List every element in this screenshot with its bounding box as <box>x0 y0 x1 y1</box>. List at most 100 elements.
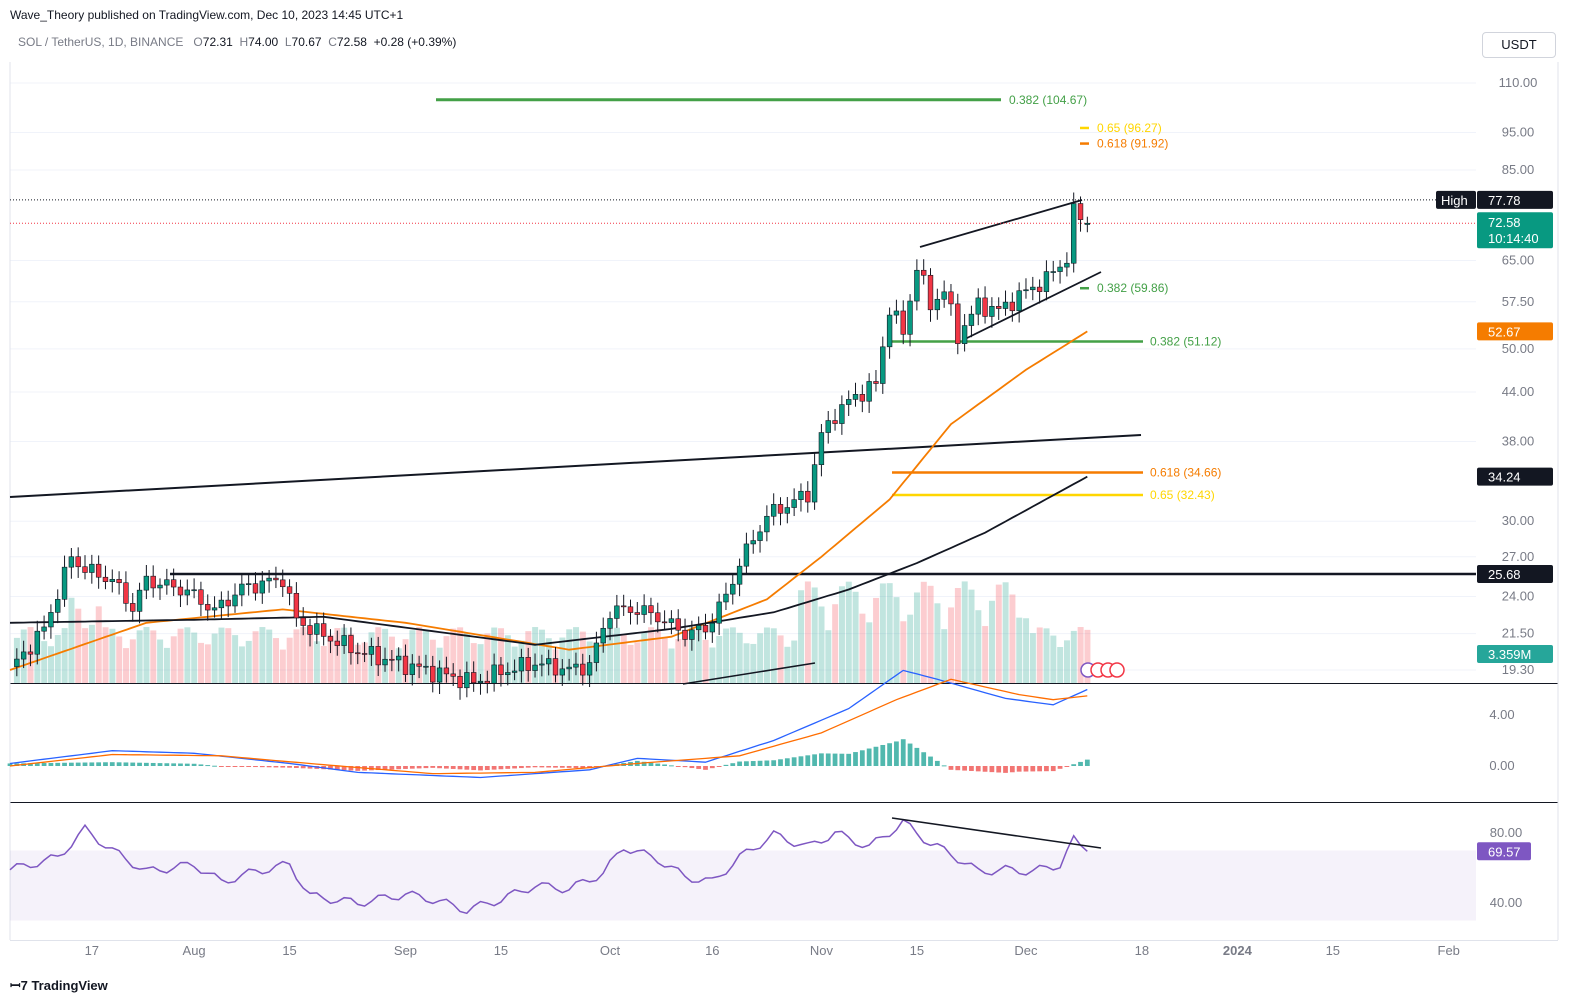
candle-body <box>314 623 320 635</box>
macd-histogram-bar <box>559 766 565 768</box>
volume-bar <box>907 614 914 683</box>
ema50-line <box>9 330 1088 671</box>
symbol-name[interactable]: SOL / TetherUS, 1D, BINANCE <box>18 35 184 49</box>
price-axis-tick: 85.00 <box>1502 162 1535 177</box>
macd-histogram-bar <box>246 766 252 767</box>
candle-body <box>573 663 579 668</box>
candle-body <box>334 640 340 646</box>
macd-histogram-bar <box>553 766 558 768</box>
volume-bar <box>109 628 116 683</box>
tradingview-logo[interactable]: ꟷ7 TradingView <box>10 976 108 994</box>
volume-bar <box>198 642 205 683</box>
macd-histogram-bar <box>328 766 333 770</box>
volume-bar <box>61 628 68 683</box>
macd-histogram-bar <box>218 766 224 767</box>
candle-body <box>682 629 688 640</box>
candle-body <box>355 652 361 655</box>
macd-axis-tick: 4.00 <box>1489 707 1514 722</box>
macd-histogram-bar <box>464 766 470 770</box>
macd-histogram-bar <box>184 763 190 766</box>
time-axis-tick: 15 <box>1326 943 1340 958</box>
candle-body <box>484 680 490 684</box>
candle-body <box>811 464 818 503</box>
candle-body <box>532 664 538 671</box>
candle-body <box>539 663 545 666</box>
volume-bar <box>68 597 75 683</box>
volume-bar <box>804 581 811 683</box>
macd-histogram-bar <box>648 762 654 766</box>
macd-histogram-bar <box>655 763 661 766</box>
volume-bar <box>225 628 232 683</box>
macd-histogram-bar <box>287 766 292 768</box>
macd-histogram-bar <box>539 766 545 768</box>
candle-body <box>880 346 886 384</box>
candle-body <box>477 680 484 684</box>
volume-bar <box>1029 633 1036 683</box>
candle-body <box>61 566 68 600</box>
volume-bar <box>702 639 709 683</box>
volume-bar <box>682 630 689 683</box>
volume-bar <box>238 646 245 683</box>
candle-body <box>716 601 722 624</box>
fib-level-label: 0.65 (32.43) <box>1150 488 1215 502</box>
volume-bar <box>1057 647 1064 683</box>
macd-histogram-bar <box>212 765 217 767</box>
currency-selector[interactable]: USDT <box>1482 32 1556 58</box>
volume-bar <box>232 635 239 683</box>
candle-body <box>1050 271 1056 273</box>
candle-body <box>402 655 409 675</box>
open-label: O <box>193 35 203 49</box>
close-label: C <box>328 35 337 49</box>
volume-bar <box>716 635 723 683</box>
macd-histogram-bar <box>266 766 272 768</box>
volume-bar <box>968 589 975 683</box>
macd-histogram-bar <box>921 752 927 766</box>
volume-bar <box>688 627 695 683</box>
macd-histogram-bar <box>1064 766 1070 767</box>
volume-bar <box>763 627 770 683</box>
candle-body <box>866 381 872 402</box>
candle-body <box>75 556 81 568</box>
ema200-line <box>9 475 1088 646</box>
macd-histogram-bar <box>259 766 265 768</box>
volume-bar <box>900 621 907 683</box>
macd-histogram-bar <box>55 762 61 766</box>
candle-body <box>634 612 640 615</box>
candle-body <box>300 617 306 626</box>
macd-histogram-bar <box>1009 766 1015 773</box>
candle-body <box>907 300 913 335</box>
macd-histogram-bar <box>1030 766 1036 772</box>
candle-body <box>89 563 95 573</box>
volume-bar <box>163 647 170 683</box>
candle-body <box>286 586 293 594</box>
volume-bar <box>852 591 859 683</box>
volume-bar <box>450 628 457 683</box>
volume-bar <box>634 642 641 683</box>
macd-histogram-bar <box>89 762 95 766</box>
candle-body <box>982 297 988 317</box>
macd-histogram-bar <box>450 766 456 769</box>
candle-body <box>14 658 20 667</box>
macd-histogram-bar <box>880 744 886 766</box>
high-label: H <box>239 35 249 49</box>
macd-histogram-bar <box>1078 761 1083 766</box>
volume-bar <box>729 627 736 683</box>
volume-bar <box>995 584 1002 683</box>
macd-histogram-bar <box>859 750 865 766</box>
macd-histogram-bar <box>96 762 102 766</box>
candle-body <box>1036 286 1043 292</box>
macd-histogram-bar <box>232 766 238 767</box>
macd-histogram-bar <box>478 766 483 771</box>
macd-histogram-bar <box>1084 759 1090 766</box>
volume-bar <box>825 630 832 683</box>
volume-bar <box>457 627 464 683</box>
macd-histogram-bar <box>1044 766 1049 772</box>
wedge-lower <box>962 271 1102 341</box>
candle-body <box>116 579 122 584</box>
macd-histogram-bar <box>444 766 449 769</box>
volume-bar <box>777 635 784 683</box>
candle-body <box>552 658 559 676</box>
volume-bar <box>129 639 136 683</box>
volume-bar <box>893 597 900 683</box>
